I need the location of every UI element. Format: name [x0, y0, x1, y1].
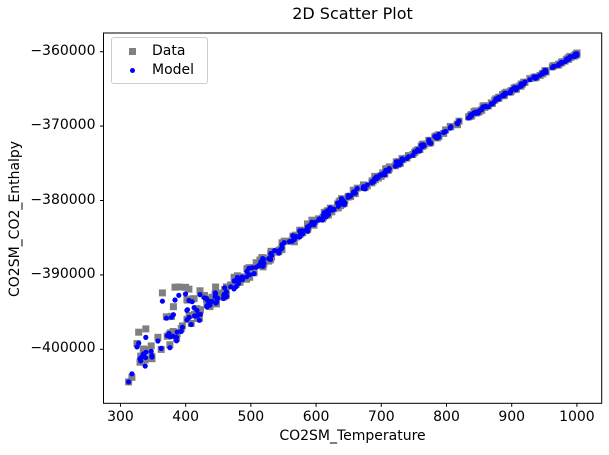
data-square-marker-icon [112, 48, 152, 55]
x-tick-label: 600 [302, 409, 330, 426]
x-tick-label: 800 [433, 409, 460, 426]
model-dot-marker-icon [112, 68, 152, 73]
y-tick-label: −390000 [30, 265, 96, 282]
y-tick-label: −400000 [30, 340, 96, 357]
y-tick-label: −370000 [30, 117, 96, 134]
x-tick-label: 1000 [559, 409, 595, 426]
y-tick-label: −360000 [30, 42, 96, 59]
y-tick-label: −380000 [30, 191, 96, 208]
legend-label-model: Model [152, 62, 195, 78]
legend-item-data: Data [112, 42, 207, 61]
x-tick-label: 300 [107, 409, 134, 426]
chart-title: 2D Scatter Plot [292, 4, 413, 23]
x-axis-label: CO2SM_Temperature [279, 428, 426, 444]
data-series-points [125, 49, 581, 386]
legend-item-model: Model [112, 61, 207, 80]
x-tick-label: 900 [498, 409, 526, 426]
x-tick-label: 700 [367, 409, 395, 426]
plot-spines [103, 32, 603, 404]
model-series-points [126, 51, 580, 385]
legend: Data Model [111, 37, 208, 84]
legend-label-data: Data [152, 43, 186, 59]
x-tick-label: 500 [237, 409, 265, 426]
x-tick-label: 400 [172, 409, 200, 426]
